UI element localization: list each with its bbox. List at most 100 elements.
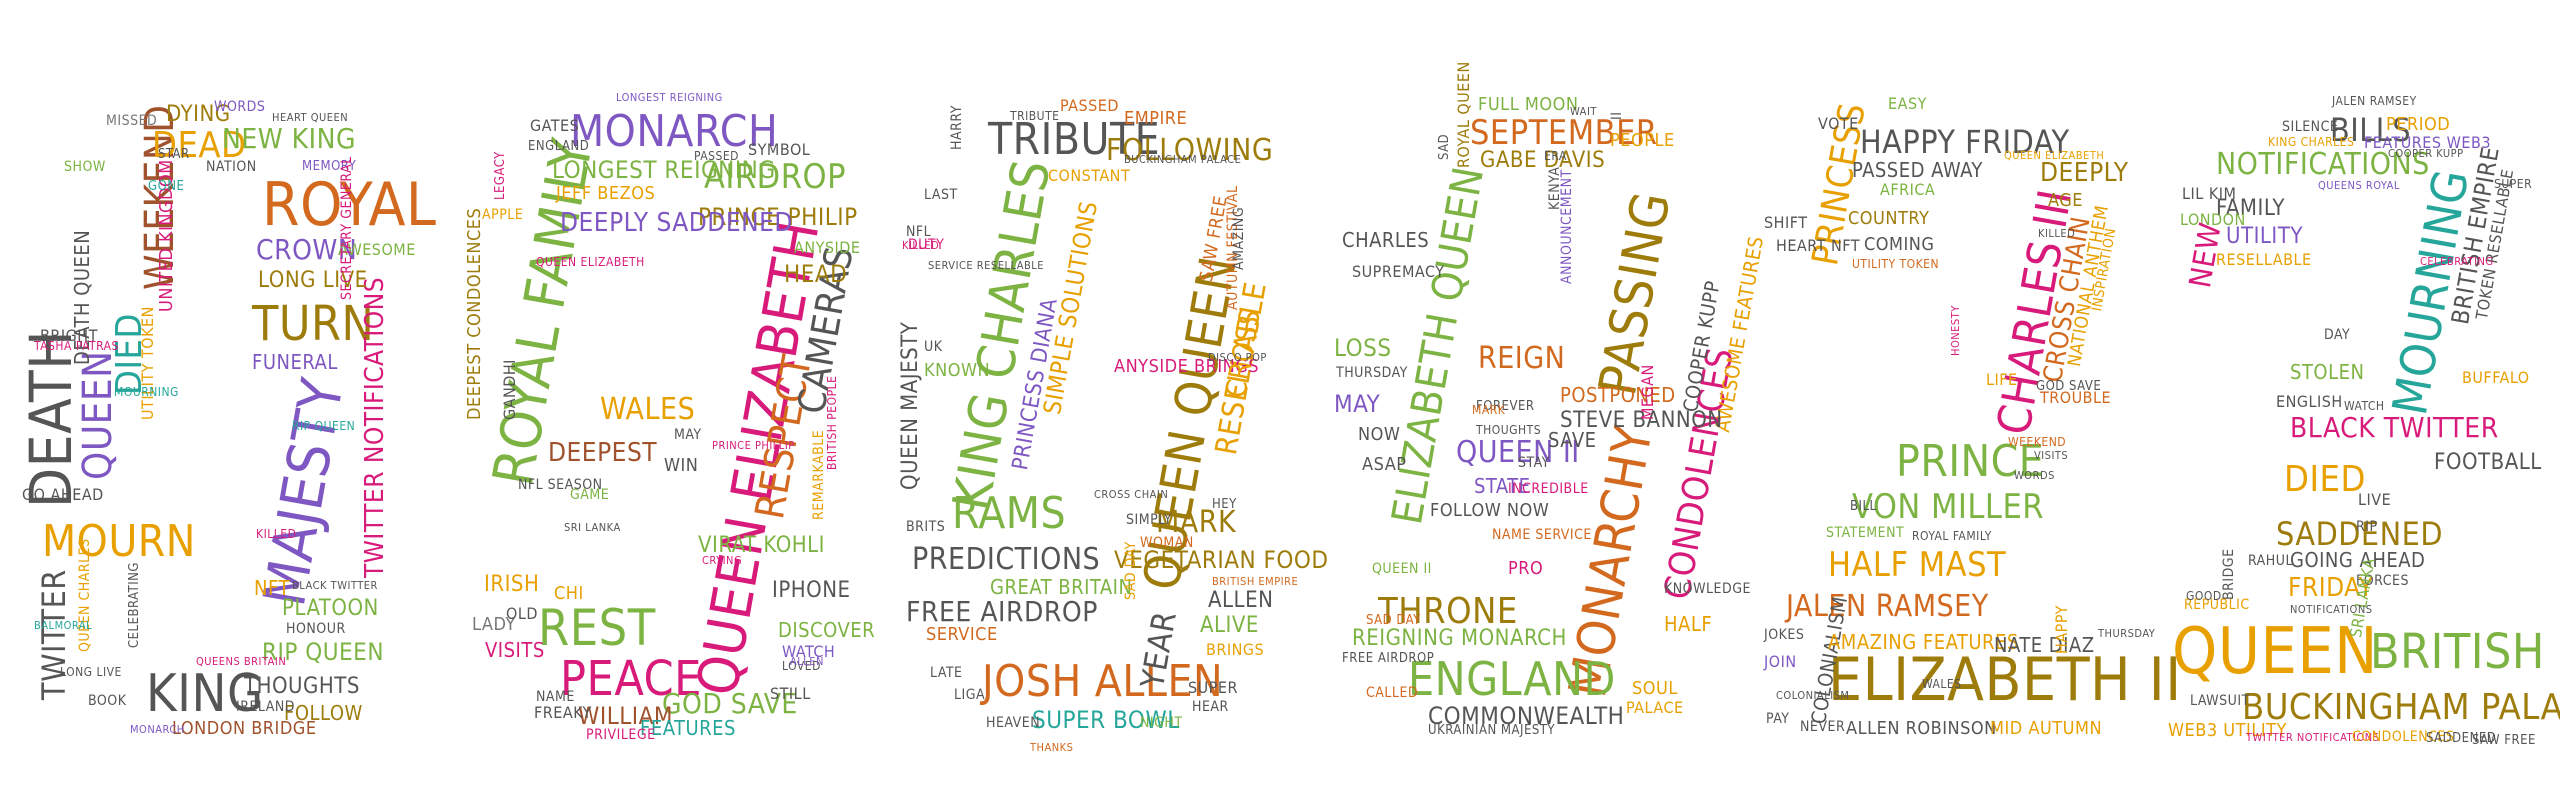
word: ASAP — [1362, 454, 1407, 475]
word: Words — [2014, 469, 2055, 482]
word: Monarch — [130, 723, 185, 736]
word: Reign — [1478, 341, 1566, 376]
word: Nation — [206, 159, 257, 175]
word: Follow Now — [1430, 500, 1550, 521]
word: Mourn — [42, 516, 196, 567]
word: Stolen — [2290, 360, 2365, 384]
word: English — [2276, 392, 2343, 411]
word: Celebrating — [127, 562, 142, 648]
word: Liga — [954, 687, 986, 703]
word: Notifications — [2216, 147, 2430, 182]
word: Wait — [1570, 105, 1597, 118]
word: Prince Philip — [698, 203, 858, 231]
word: Football — [2434, 450, 2542, 475]
word: Queen Majesty — [898, 321, 923, 490]
word: Tribute — [988, 114, 1161, 165]
word: Great Britain — [990, 575, 1133, 599]
word: Silence — [2282, 119, 2339, 135]
word: Constant — [1048, 166, 1131, 185]
word: Features Web3 — [2364, 133, 2491, 152]
word: Name Service — [1492, 527, 1592, 543]
word: Majesty — [250, 373, 357, 611]
word: Utility Token — [1852, 257, 1940, 271]
word: London — [2180, 210, 2246, 229]
word: September — [1470, 113, 1658, 153]
word: Day — [2324, 327, 2351, 343]
word: Supremacy — [1352, 262, 1445, 281]
word: Bill — [1850, 499, 1877, 514]
word: Jalen Ramsey — [2332, 94, 2417, 108]
word: Thoughts — [244, 674, 360, 699]
word: Deepest Condolences — [464, 207, 485, 420]
word: Tasha Patras — [34, 339, 119, 353]
word: Woman — [1140, 535, 1194, 551]
word: Twitter Notifications — [2246, 731, 2380, 744]
word: Thursday — [1336, 365, 1408, 381]
word: Loved — [782, 659, 821, 673]
word: Super — [1188, 678, 1238, 697]
word: Half — [1664, 612, 1713, 636]
word: Buckingham Palace — [1124, 153, 1242, 166]
word: Mourning — [114, 385, 179, 399]
word: Late — [930, 665, 963, 681]
word: England — [1408, 652, 1616, 706]
word: Africa — [1880, 180, 1936, 199]
word: Live — [2358, 490, 2392, 509]
word: Super — [2494, 177, 2533, 191]
word: Gates — [530, 116, 580, 135]
word: Freaky — [534, 703, 592, 722]
word: Trouble — [2040, 388, 2112, 407]
word: Lil Kim — [2182, 184, 2237, 203]
word: Long live — [60, 665, 122, 679]
word: Never — [1800, 719, 1846, 735]
word: Rip Queen — [262, 638, 384, 666]
word: Watch — [782, 642, 836, 661]
word: NFT — [254, 576, 290, 600]
word: Easy — [1888, 94, 1927, 113]
word: Longest Reigning — [552, 156, 776, 184]
word: Country — [1848, 208, 1930, 229]
word: Knowledge — [1664, 581, 1751, 597]
word: Family — [2216, 196, 2285, 221]
word: Half Mast — [1828, 545, 2007, 585]
word: Wales — [600, 392, 696, 427]
word: Thoughts — [1476, 423, 1542, 437]
word: Passed away — [1852, 158, 1983, 182]
word: Saw Free — [2472, 733, 2536, 748]
word: Lawsuit — [2190, 693, 2250, 709]
word: Royal Queen — [1454, 61, 1473, 168]
word: Incredible — [1508, 481, 1589, 497]
word: God Save — [2036, 379, 2102, 394]
word: Celebrating — [2420, 255, 2494, 268]
word: Palace — [1626, 698, 1684, 717]
word: Now — [1358, 424, 1401, 445]
word: Saddened — [2276, 515, 2443, 553]
word: Heart Queen — [272, 111, 349, 124]
word: Soul — [1632, 678, 1678, 699]
word: Platoon — [282, 596, 379, 621]
word: Hear — [1192, 699, 1229, 715]
word: Irish — [484, 572, 540, 597]
word: Bills — [2330, 111, 2412, 149]
word: Head — [784, 260, 848, 288]
word: Jokes — [1764, 627, 1805, 643]
word: Heaven — [986, 715, 1041, 731]
word: Anyside — [794, 238, 861, 257]
word: Tribute — [1010, 109, 1060, 123]
word: May — [1334, 390, 1381, 418]
word: Loss — [1334, 334, 1392, 362]
word: Thursday — [2098, 627, 2156, 640]
word: Pro — [1508, 558, 1544, 579]
word: Queen — [2172, 615, 2378, 689]
word: Colonialism — [1776, 689, 1850, 702]
word: Forever — [1476, 399, 1535, 414]
word: Cooper Kupp — [2388, 147, 2464, 160]
word: Prince — [1896, 436, 2045, 487]
word: Known — [924, 360, 991, 381]
word: Happy Friday — [1860, 123, 2070, 161]
word: Black Twitter — [2290, 411, 2499, 444]
word: Sad Day — [1366, 613, 1421, 628]
word: King — [146, 664, 264, 724]
word: Buffalo — [2462, 368, 2530, 387]
word: Rip Queen — [292, 419, 356, 433]
